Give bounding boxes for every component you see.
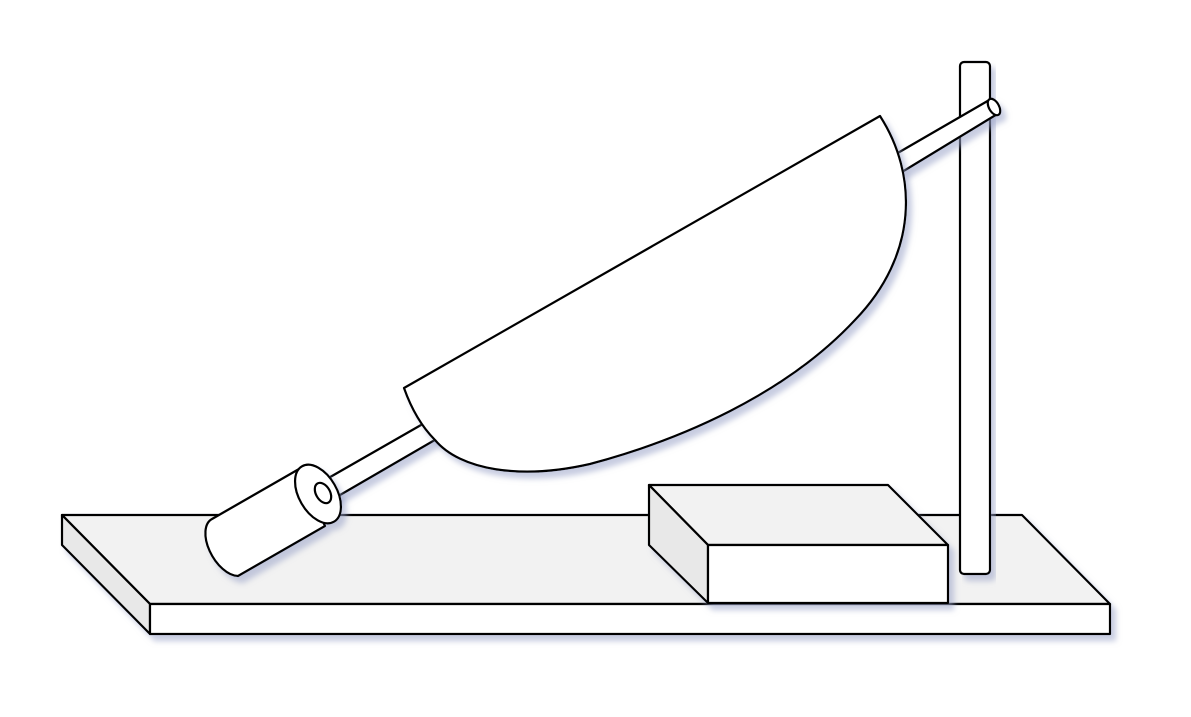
half-disc	[402, 114, 908, 473]
cylindrical-weight	[204, 463, 343, 578]
cylinder-body	[204, 467, 327, 578]
vertical-post	[958, 60, 992, 576]
wooden-block	[647, 483, 950, 605]
block-front	[706, 543, 950, 605]
cylinder-shaft-hole	[313, 481, 333, 505]
vertical-post-bar	[958, 60, 992, 576]
base-board-front	[148, 602, 1112, 636]
shaft-end-cap	[986, 97, 1002, 117]
half-disc-body	[402, 114, 908, 473]
